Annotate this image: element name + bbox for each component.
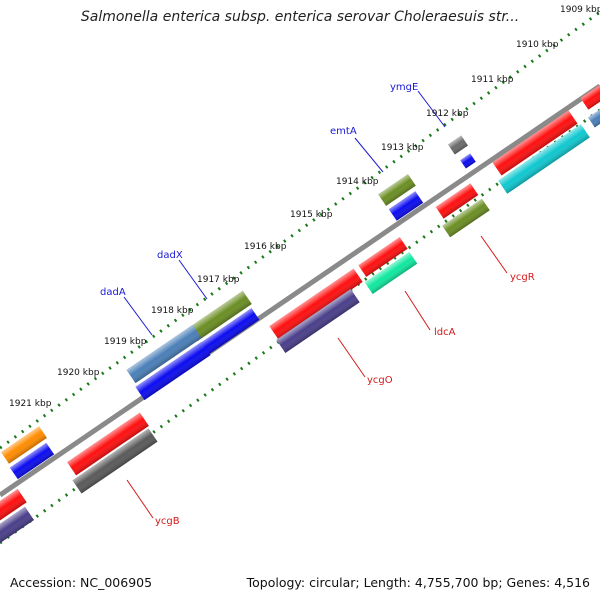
label-connectors: [123, 90, 508, 519]
forward-gene-labels: ymgE emtA dadX dadA: [100, 82, 418, 298]
tick-label: 1918 kbp: [151, 306, 194, 316]
gene-label-ldcA: ldcA: [434, 327, 456, 338]
gene-label-emtA: emtA: [330, 126, 357, 137]
gene-label-ycgO: ycgO: [367, 375, 393, 386]
genome-backbone: [0, 83, 600, 498]
tick-label: 1912 kbp: [426, 109, 469, 119]
gene-label-ymgE: ymgE: [390, 82, 418, 93]
gene-blocks: [0, 82, 600, 550]
tick-label: 1921 kbp: [9, 399, 52, 409]
reverse-gene-labels: ycgR ldcA ycgO ycgB: [155, 272, 535, 527]
map-title: Salmonella enterica subsp. enterica sero…: [80, 9, 520, 25]
outer-tick-ring: [0, 10, 600, 450]
tick-label: 1910 kbp: [516, 40, 559, 50]
gene-label-dadX: dadX: [157, 250, 183, 261]
tick-label: 1917 kbp: [197, 275, 240, 285]
tick-label: 1913 kbp: [381, 143, 424, 153]
gene-label-ycgB: ycgB: [155, 516, 180, 527]
gene-label-ycgR: ycgR: [510, 272, 535, 283]
topology-text: Topology: circular; Length: 4,755,700 bp…: [246, 575, 590, 590]
tick-label: 1911 kbp: [471, 75, 514, 85]
tick-label: 1920 kbp: [57, 368, 100, 378]
tick-label: 1915 kbp: [290, 210, 333, 220]
tick-label: 1919 kbp: [104, 337, 147, 347]
accession-text: Accession: NC_006905: [10, 575, 153, 590]
tick-label: 1914 kbp: [336, 177, 379, 187]
tick-label: 1916 kbp: [244, 242, 287, 252]
gene-label-dadA: dadA: [100, 287, 126, 298]
tick-label: 1909 kbp: [560, 5, 600, 15]
tick-labels: 1909 kbp 1910 kbp 1911 kbp 1912 kbp 1913…: [9, 5, 600, 409]
